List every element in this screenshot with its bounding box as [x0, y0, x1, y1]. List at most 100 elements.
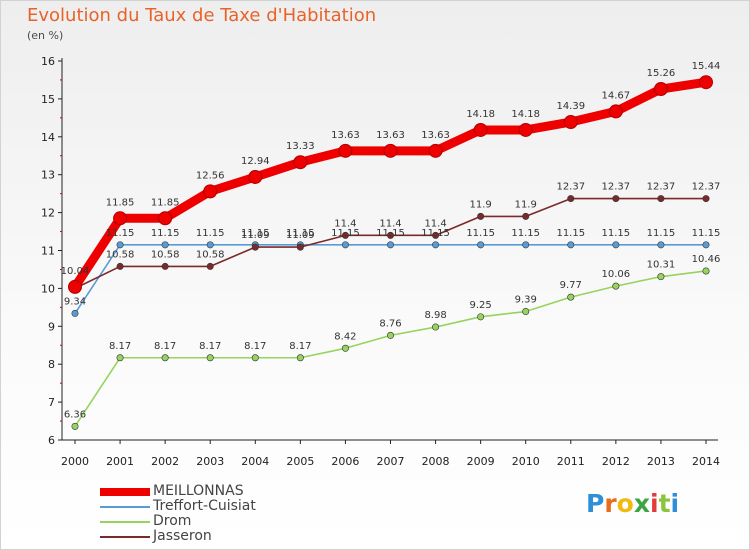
legend: MEILLONNAS Treffort-Cuisiat Drom Jassero…: [100, 483, 360, 544]
legend-label: MEILLONNAS: [153, 483, 244, 499]
data-point: [473, 122, 488, 137]
x-tick-label: 2009: [467, 455, 495, 468]
data-label: 9.34: [64, 296, 86, 307]
data-point: [522, 212, 530, 220]
data-label: 10.04: [61, 266, 90, 277]
data-point: [612, 282, 620, 290]
data-label: 11.9: [515, 199, 537, 210]
data-label: 11.15: [331, 228, 360, 239]
data-label: 8.17: [244, 341, 266, 352]
data-label: 8.17: [289, 341, 311, 352]
logo-letter: P: [586, 489, 605, 518]
x-tick-label: 2013: [647, 455, 675, 468]
data-point: [251, 354, 259, 362]
data-point: [653, 82, 668, 97]
x-tick-label: 2006: [331, 455, 359, 468]
data-label: 11.15: [376, 228, 405, 239]
legend-item-meillonnas: MEILLONNAS: [100, 483, 360, 499]
data-label: 8.76: [379, 318, 401, 329]
data-point: [206, 241, 214, 249]
legend-label: Drom: [153, 513, 192, 529]
data-label: 11.09: [286, 230, 315, 241]
data-point: [612, 241, 620, 249]
data-point: [702, 267, 710, 275]
x-tick-label: 2011: [557, 455, 585, 468]
data-point: [563, 115, 578, 130]
data-label: 10.46: [692, 254, 721, 265]
data-point: [386, 331, 394, 339]
data-point: [341, 231, 349, 239]
data-point: [702, 195, 710, 203]
data-point: [161, 354, 169, 362]
x-tick-label: 2008: [422, 455, 450, 468]
data-point: [428, 143, 443, 158]
data-point: [699, 75, 713, 90]
x-tick-label: 2003: [196, 455, 224, 468]
logo-letter: r: [604, 489, 617, 518]
legend-item-jasseron: Jasseron: [100, 528, 360, 544]
data-label: 12.37: [647, 182, 676, 193]
data-point: [567, 241, 575, 249]
data-label: 14.18: [466, 109, 495, 120]
x-tick-label: 2004: [241, 455, 269, 468]
data-point: [116, 241, 124, 249]
data-point: [113, 211, 128, 226]
data-label: 14.39: [556, 101, 585, 112]
data-label: 6.36: [64, 409, 86, 420]
y-tick-label: 14: [41, 131, 55, 144]
data-point: [386, 241, 394, 249]
x-tick-label: 2014: [692, 455, 720, 468]
data-label: 13.33: [286, 141, 315, 152]
data-label: 11.85: [106, 197, 135, 208]
data-point: [296, 243, 304, 251]
data-point: [158, 211, 173, 226]
data-point: [567, 293, 575, 301]
data-point: [432, 323, 440, 331]
legend-label: Treffort-Cuisiat: [153, 498, 256, 514]
legend-swatch: [100, 536, 150, 538]
data-point: [567, 195, 575, 203]
data-point: [702, 241, 710, 249]
data-point: [612, 195, 620, 203]
data-point: [522, 308, 530, 316]
data-label: 8.17: [154, 341, 176, 352]
data-point: [71, 422, 79, 430]
data-point: [477, 241, 485, 249]
data-label: 11.15: [286, 228, 315, 239]
data-point: [161, 262, 169, 270]
data-point: [386, 231, 394, 239]
y-tick-label: 11: [41, 245, 55, 258]
data-point: [432, 231, 440, 239]
x-tick-label: 2007: [377, 455, 405, 468]
x-tick-label: 2005: [286, 455, 314, 468]
data-point: [341, 344, 349, 352]
data-label: 12.37: [692, 182, 721, 193]
data-point: [206, 354, 214, 362]
legend-item-treffort-cuisiat: Treffort-Cuisiat: [100, 498, 360, 514]
legend-item-drom: Drom: [100, 513, 360, 529]
proxiti-logo: Proxiti: [586, 489, 679, 518]
data-point: [71, 309, 79, 317]
x-tick-label: 2010: [512, 455, 540, 468]
data-label: 11.15: [241, 228, 270, 239]
data-label: 13.63: [376, 130, 405, 141]
data-point: [657, 273, 665, 281]
data-point: [161, 241, 169, 249]
x-tick-label: 2000: [61, 455, 89, 468]
data-label: 12.94: [241, 156, 270, 167]
data-point: [522, 241, 530, 249]
logo-letter: x: [633, 489, 650, 518]
data-label: 8.17: [199, 341, 221, 352]
y-tick-label: 12: [41, 207, 55, 220]
data-label: 11.15: [196, 228, 225, 239]
data-label: 12.37: [556, 182, 585, 193]
data-label: 13.63: [331, 130, 360, 141]
data-point: [293, 155, 308, 170]
data-label: 9.25: [470, 300, 492, 311]
data-label: 12.37: [602, 182, 631, 193]
data-label: 14.67: [602, 90, 631, 101]
data-label: 10.31: [647, 260, 676, 271]
y-tick-label: 9: [48, 320, 55, 333]
data-point: [341, 241, 349, 249]
